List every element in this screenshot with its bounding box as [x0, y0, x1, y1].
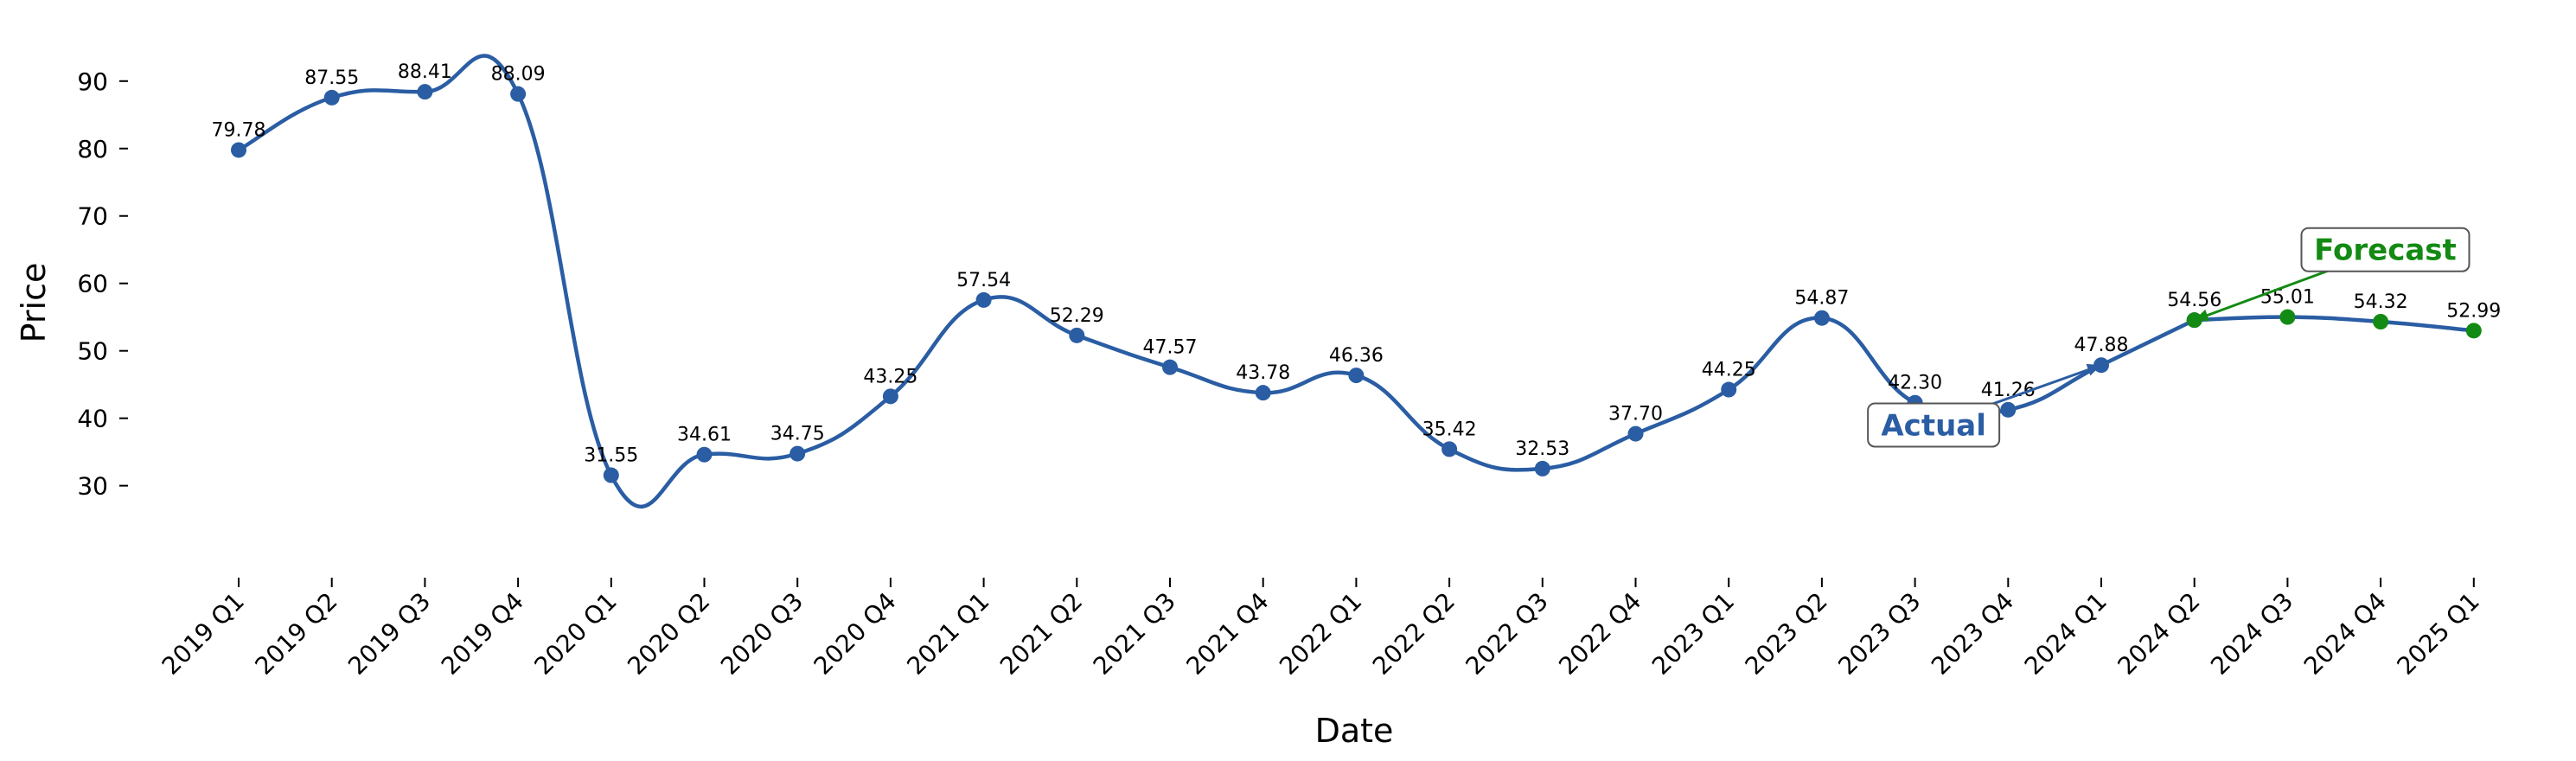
x-tick-label: 2023 Q1 [1646, 587, 1740, 681]
y-tick-label: 90 [77, 67, 108, 96]
data-label: 54.56 [2167, 290, 2221, 311]
data-point [789, 445, 806, 462]
x-tick-label: 2020 Q1 [529, 587, 623, 681]
x-tick-label: 2024 Q2 [2112, 587, 2205, 681]
data-label: 35.42 [1422, 419, 1477, 440]
y-tick-label: 80 [77, 135, 108, 163]
y-tick-label: 40 [77, 405, 108, 433]
data-point [1627, 425, 1644, 442]
x-axis: 2019 Q1 2019 Q2 2019 Q3 2019 Q4 2020 Q1 2020 … [157, 578, 2485, 681]
data-point [1069, 327, 1085, 343]
x-tick-label: 2020 Q3 [715, 587, 809, 681]
data-label: 47.57 [1143, 337, 1198, 359]
data-label: 47.88 [2074, 335, 2129, 356]
x-tick-label: 2019 Q2 [249, 587, 342, 681]
data-point [1721, 381, 1737, 398]
data-label: 88.09 [491, 64, 546, 86]
series-0-line [236, 54, 2196, 509]
x-tick-label: 2020 Q4 [809, 587, 902, 681]
data-point [2465, 323, 2482, 339]
x-tick-label: 2024 Q3 [2205, 587, 2298, 681]
data-label: 88.41 [398, 61, 452, 83]
annotation-box [1867, 402, 2001, 448]
data-label: 57.54 [956, 270, 1011, 291]
data-point [1348, 368, 1365, 384]
data-label: 34.75 [770, 424, 825, 445]
annotation-arrowhead [2194, 309, 2210, 322]
data-label: 79.78 [212, 119, 266, 141]
data-point [1441, 441, 1458, 457]
x-tick-label: 2019 Q1 [157, 587, 250, 681]
x-tick-label: 2021 Q3 [1088, 587, 1181, 681]
data-point [2279, 309, 2296, 325]
y-tick-label: 60 [77, 270, 108, 298]
annotations: Actual Forecast [1867, 227, 2471, 448]
data-labels: 79.78 87.55 88.41 88.09 31.55 34.61 34.75 43.25… [212, 61, 2502, 466]
annotation-actual: Actual [1867, 363, 2101, 448]
data-label: 31.55 [584, 445, 638, 467]
data-point [323, 89, 340, 106]
x-tick-label: 2023 Q2 [1740, 587, 1833, 681]
annotation-label: Forecast [2314, 233, 2457, 268]
data-point [2000, 401, 2017, 418]
data-label: 46.36 [1329, 345, 1384, 367]
y-tick-label: 70 [77, 202, 108, 231]
x-tick-label: 2021 Q1 [901, 587, 994, 681]
data-point [882, 388, 898, 405]
x-tick-label: 2021 Q2 [994, 587, 1088, 681]
data-point [603, 467, 619, 483]
series-1-line [2192, 315, 2477, 333]
data-label: 55.01 [2260, 287, 2315, 309]
data-point [2373, 314, 2389, 330]
data-label: 44.25 [1702, 360, 1756, 381]
y-tick-label: 30 [77, 472, 108, 501]
data-point [1534, 460, 1550, 476]
data-label: 43.25 [863, 366, 917, 387]
x-tick-label: 2020 Q2 [622, 587, 715, 681]
y-axis: 30 40 50 60 70 80 90 [77, 67, 128, 501]
data-point [696, 446, 713, 463]
data-label: 37.70 [1608, 404, 1663, 425]
x-tick-label: 2022 Q3 [1461, 587, 1554, 681]
data-label: 42.30 [1888, 373, 1942, 394]
data-point [1162, 359, 1178, 375]
data-point [510, 86, 527, 102]
data-label: 54.32 [2354, 291, 2408, 313]
x-tick-label: 2019 Q4 [436, 587, 529, 681]
x-tick-label: 2023 Q4 [1926, 587, 2019, 681]
data-point [1255, 385, 1271, 401]
series-points [231, 84, 2482, 483]
x-tick-label: 2024 Q1 [2019, 587, 2113, 681]
data-label: 54.87 [1794, 288, 1849, 310]
annotation-label: Actual [1881, 408, 1986, 443]
data-point [975, 291, 992, 308]
data-label: 52.29 [1050, 305, 1104, 327]
data-label: 52.99 [2446, 300, 2501, 322]
data-label: 87.55 [304, 67, 359, 89]
data-point [231, 142, 246, 158]
x-tick-label: 2025 Q1 [2392, 587, 2485, 681]
data-point [417, 84, 433, 100]
annotation-forecast: Forecast [2194, 227, 2471, 322]
x-tick-label: 2024 Q4 [2298, 587, 2392, 681]
y-axis-title: Price [15, 263, 53, 343]
data-label: 34.61 [677, 425, 732, 446]
x-tick-label: 2022 Q2 [1367, 587, 1461, 681]
x-tick-label: 2022 Q4 [1553, 587, 1646, 681]
x-tick-label: 2022 Q1 [1274, 587, 1367, 681]
data-label: 32.53 [1515, 438, 1569, 460]
x-tick-label: 2023 Q3 [1832, 587, 1926, 681]
annotation-arrowhead [2086, 363, 2101, 376]
data-label: 43.78 [1236, 362, 1290, 384]
x-tick-label: 2021 Q4 [1180, 587, 1274, 681]
data-point [1813, 310, 1830, 326]
y-tick-label: 50 [77, 337, 108, 366]
annotation-box [2300, 227, 2471, 272]
series-lines [236, 54, 2477, 509]
x-tick-label: 2019 Q3 [342, 587, 436, 681]
x-axis-title: Date [1315, 712, 1394, 750]
